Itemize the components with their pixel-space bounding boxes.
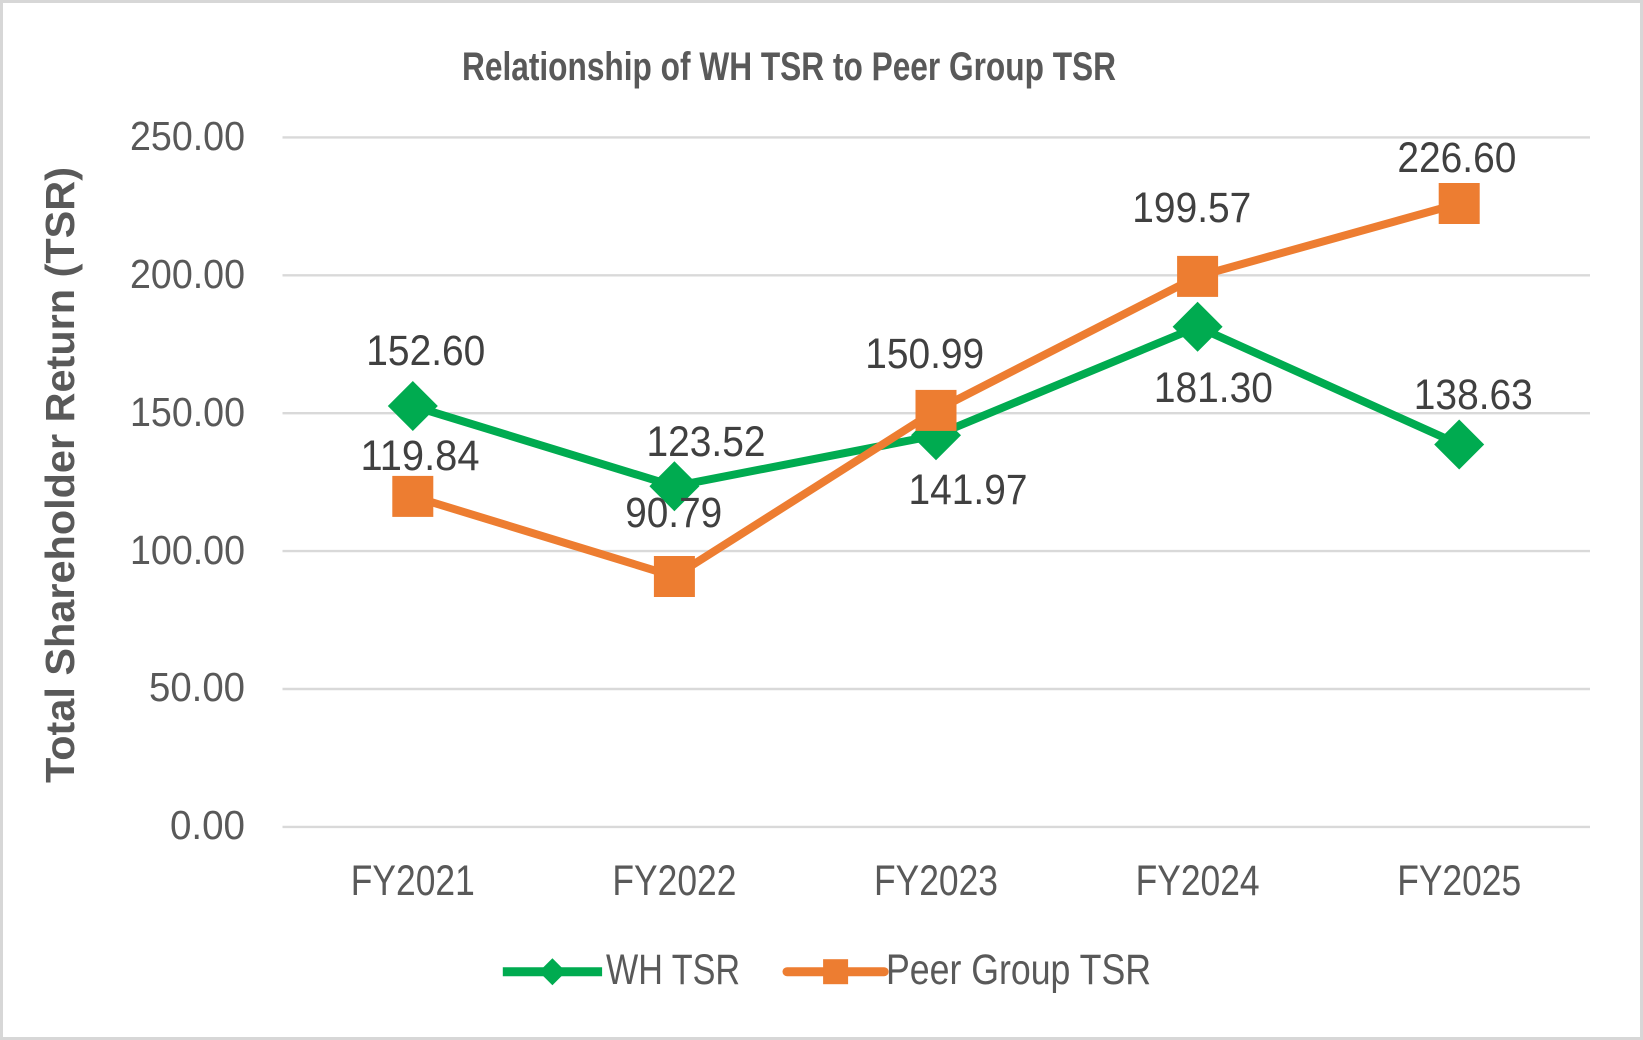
svg-text:138.63: 138.63	[1414, 372, 1533, 419]
svg-text:FY2021: FY2021	[351, 857, 475, 905]
svg-text:199.57: 199.57	[1132, 185, 1251, 232]
svg-text:90.79: 90.79	[625, 490, 722, 537]
svg-text:226.60: 226.60	[1397, 135, 1516, 182]
svg-text:119.84: 119.84	[361, 433, 480, 480]
svg-text:Peer Group TSR: Peer Group TSR	[886, 946, 1151, 994]
svg-text:FY2023: FY2023	[874, 857, 998, 905]
svg-text:100.00: 100.00	[130, 527, 245, 573]
svg-text:200.00: 200.00	[130, 251, 245, 297]
svg-text:WH TSR: WH TSR	[606, 946, 740, 994]
svg-text:150.99: 150.99	[865, 331, 984, 378]
svg-text:181.30: 181.30	[1154, 365, 1273, 412]
svg-text:FY2025: FY2025	[1397, 857, 1521, 905]
svg-text:Relationship of WH TSR to Peer: Relationship of WH TSR to Peer Group TSR	[462, 45, 1116, 89]
svg-text:152.60: 152.60	[366, 328, 485, 375]
svg-text:141.97: 141.97	[909, 467, 1028, 514]
svg-text:150.00: 150.00	[130, 389, 245, 435]
svg-text:Total Shareholder Return (TSR): Total Shareholder Return (TSR)	[37, 167, 83, 783]
svg-text:FY2022: FY2022	[612, 857, 736, 905]
svg-text:50.00: 50.00	[149, 664, 245, 710]
svg-text:123.52: 123.52	[647, 419, 766, 466]
svg-text:250.00: 250.00	[130, 113, 245, 159]
svg-text:0.00: 0.00	[170, 802, 245, 848]
svg-text:FY2024: FY2024	[1136, 857, 1260, 905]
